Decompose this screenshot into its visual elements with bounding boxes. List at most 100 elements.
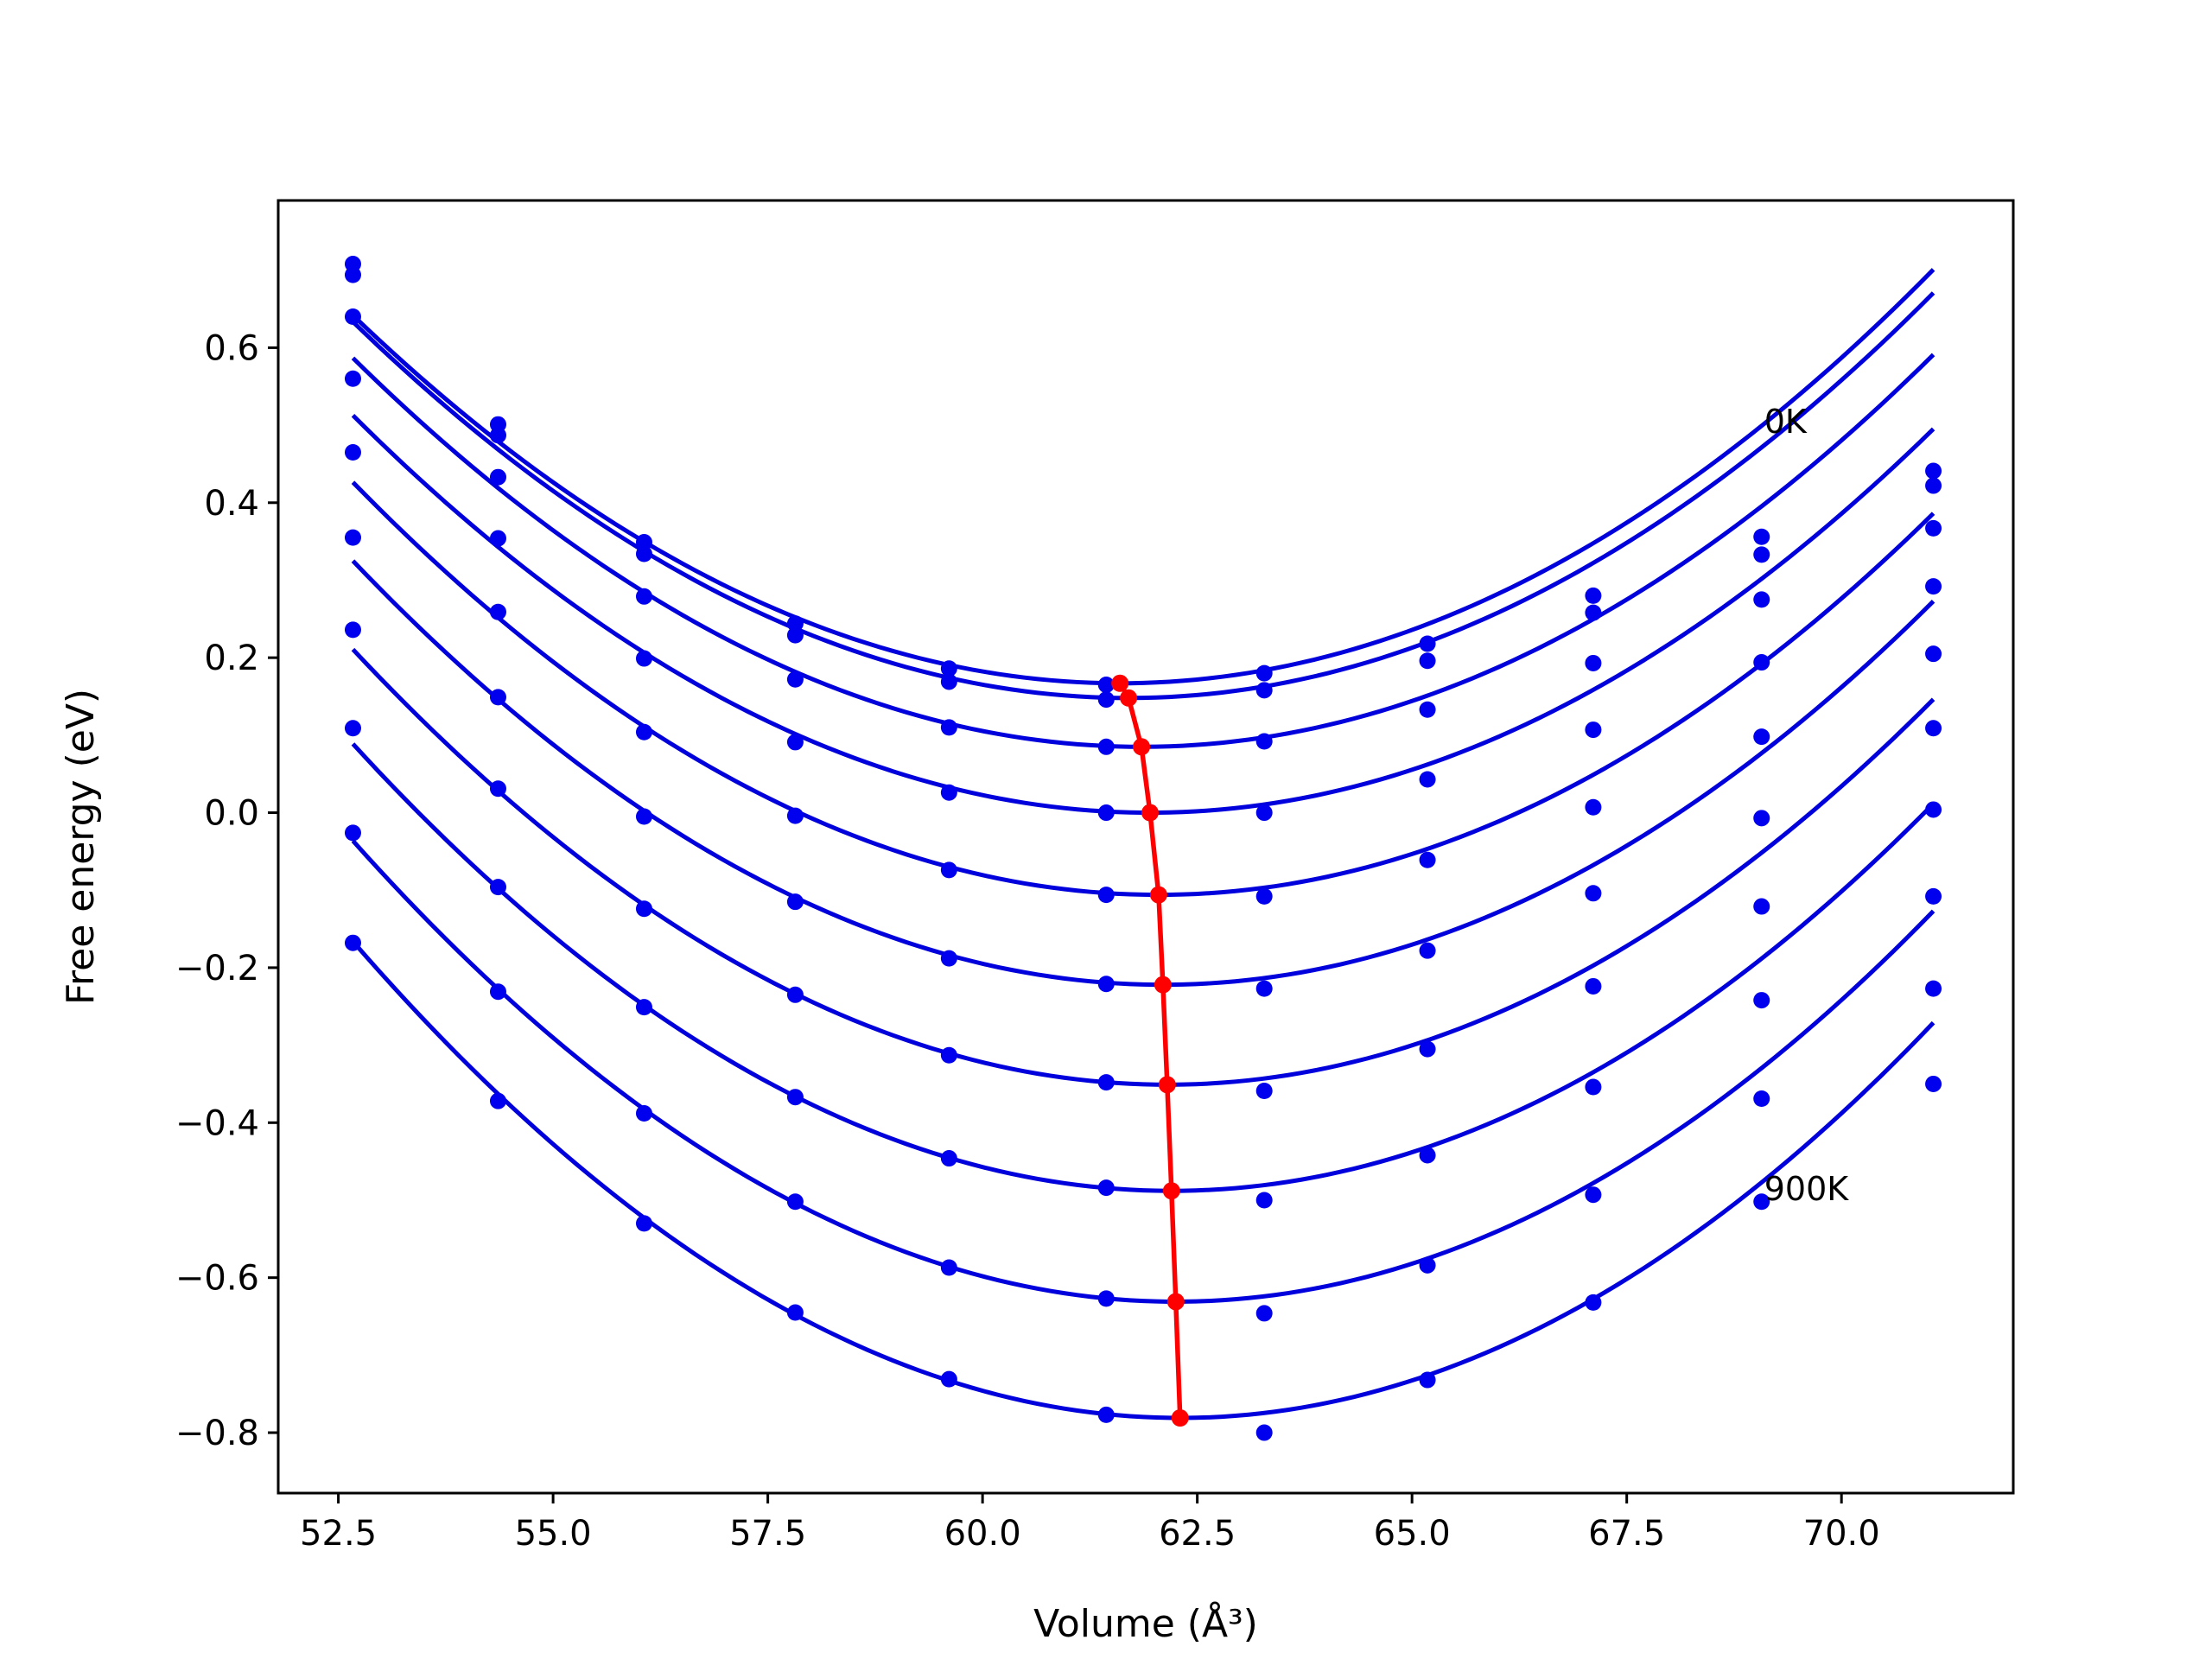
y-tick-label-7: −0.8 (175, 1414, 259, 1453)
data-point-s1-p8 (1585, 604, 1602, 621)
data-point-s6-p3 (786, 986, 804, 1003)
data-point-s9-p10 (1925, 1075, 1942, 1092)
data-point-s1-p7 (1419, 652, 1436, 670)
data-point-s0-p2 (635, 534, 652, 551)
minimum-point-0 (1111, 674, 1129, 692)
data-point-s2-p1 (489, 468, 506, 486)
y-tick-label-1: 0.4 (204, 484, 259, 524)
data-point-s9-p1 (489, 1092, 506, 1109)
data-point-s6-p10 (1925, 801, 1942, 818)
data-point-s4-p10 (1925, 645, 1942, 663)
data-point-s1-p2 (635, 545, 652, 563)
axes-frame (276, 199, 2015, 1495)
data-point-s8-p5 (1097, 1290, 1115, 1307)
data-point-s2-p7 (1419, 701, 1436, 718)
data-point-s1-p3 (786, 626, 804, 644)
data-point-s7-p3 (786, 1089, 804, 1106)
data-point-s6-p8 (1585, 977, 1602, 995)
fit-curve-4 (351, 480, 1936, 898)
data-point-s3-p7 (1419, 771, 1436, 788)
y-tick-label-0: 0.6 (204, 328, 259, 368)
data-point-s5-p10 (1925, 720, 1942, 737)
data-point-s7-p5 (1097, 1179, 1115, 1197)
data-point-s5-p8 (1585, 885, 1602, 902)
data-point-s0-p7 (1419, 635, 1436, 652)
data-point-s2-p0 (344, 308, 361, 326)
data-point-s0-p5 (1097, 677, 1115, 694)
data-point-s7-p0 (344, 720, 361, 737)
data-point-s8-p1 (489, 983, 506, 1001)
data-point-s4-p2 (635, 723, 652, 741)
data-point-s4-p0 (344, 443, 361, 461)
data-point-s8-p0 (344, 824, 361, 842)
data-point-s4-p6 (1255, 887, 1273, 905)
data-point-s4-p9 (1753, 728, 1770, 746)
fit-curve-9 (351, 939, 1936, 1421)
minimum-point-3 (1141, 804, 1159, 822)
data-point-s1-p9 (1753, 546, 1770, 563)
data-point-s6-p9 (1753, 898, 1770, 915)
data-point-s3-p3 (786, 734, 804, 751)
data-point-s4-p5 (1097, 887, 1115, 904)
x-tick-label-0: 52.5 (300, 1514, 377, 1554)
data-point-s1-p0 (344, 266, 361, 283)
data-point-s8-p3 (786, 1193, 804, 1211)
data-point-s6-p0 (344, 621, 361, 639)
data-point-s9-p0 (344, 934, 361, 951)
y-axis-title: Free energy (eV) (59, 689, 103, 1005)
data-point-s7-p1 (489, 879, 506, 896)
minimum-point-7 (1162, 1182, 1180, 1200)
data-point-s8-p4 (940, 1259, 957, 1276)
data-point-s3-p4 (940, 784, 957, 801)
data-point-s2-p4 (940, 719, 957, 736)
data-point-s3-p8 (1585, 721, 1602, 739)
data-point-s9-p4 (940, 1370, 957, 1388)
data-point-s8-p10 (1925, 980, 1942, 997)
data-point-s3-p9 (1753, 654, 1770, 671)
data-point-s7-p7 (1419, 1147, 1436, 1164)
fit-curve-1 (351, 291, 1936, 701)
data-point-s7-p2 (635, 999, 652, 1016)
data-point-s4-p3 (786, 807, 804, 824)
data-point-s7-p6 (1255, 1192, 1273, 1209)
data-point-s5-p4 (940, 950, 957, 967)
y-tick-label-4: −0.2 (175, 949, 259, 988)
data-point-s9-p6 (1255, 1424, 1273, 1441)
data-point-s1-p4 (940, 673, 957, 690)
data-point-s2-p2 (635, 588, 652, 605)
data-point-s3-p5 (1097, 804, 1115, 822)
data-point-s9-p7 (1419, 1371, 1436, 1389)
y-tick-label-6: −0.6 (175, 1259, 259, 1299)
data-point-s7-p9 (1753, 992, 1770, 1009)
data-point-s1-p5 (1097, 691, 1115, 709)
data-point-s7-p10 (1925, 887, 1942, 905)
fit-curve-7 (351, 742, 1936, 1193)
data-point-s0-p6 (1255, 664, 1273, 682)
data-point-s6-p1 (489, 780, 506, 798)
plot-area (344, 256, 1942, 1441)
x-tick-label-6: 67.5 (1588, 1514, 1665, 1554)
data-point-s9-p8 (1585, 1294, 1602, 1311)
x-tick-label-7: 70.0 (1803, 1514, 1880, 1554)
data-point-s7-p4 (940, 1150, 957, 1167)
data-point-s8-p8 (1585, 1186, 1602, 1204)
data-point-s4-p4 (940, 861, 957, 879)
data-point-s1-p6 (1255, 682, 1273, 699)
data-point-s8-p2 (635, 1105, 652, 1122)
data-point-s1-p10 (1925, 477, 1942, 494)
minimum-point-6 (1158, 1076, 1176, 1094)
data-point-s3-p10 (1925, 578, 1942, 595)
data-point-s9-p9 (1753, 1193, 1770, 1211)
minimum-point-9 (1171, 1409, 1189, 1427)
y-tick-label-2: 0.2 (204, 639, 259, 678)
data-point-s0-p10 (1925, 462, 1942, 480)
minimum-curve-line (1117, 682, 1183, 1419)
annotation-0: 0K (1764, 403, 1808, 441)
data-point-s8-p7 (1419, 1256, 1436, 1274)
data-point-s2-p5 (1097, 738, 1115, 755)
data-point-s2-p10 (1925, 519, 1942, 537)
data-point-s0-p8 (1585, 587, 1602, 604)
data-point-s3-p6 (1255, 804, 1273, 822)
